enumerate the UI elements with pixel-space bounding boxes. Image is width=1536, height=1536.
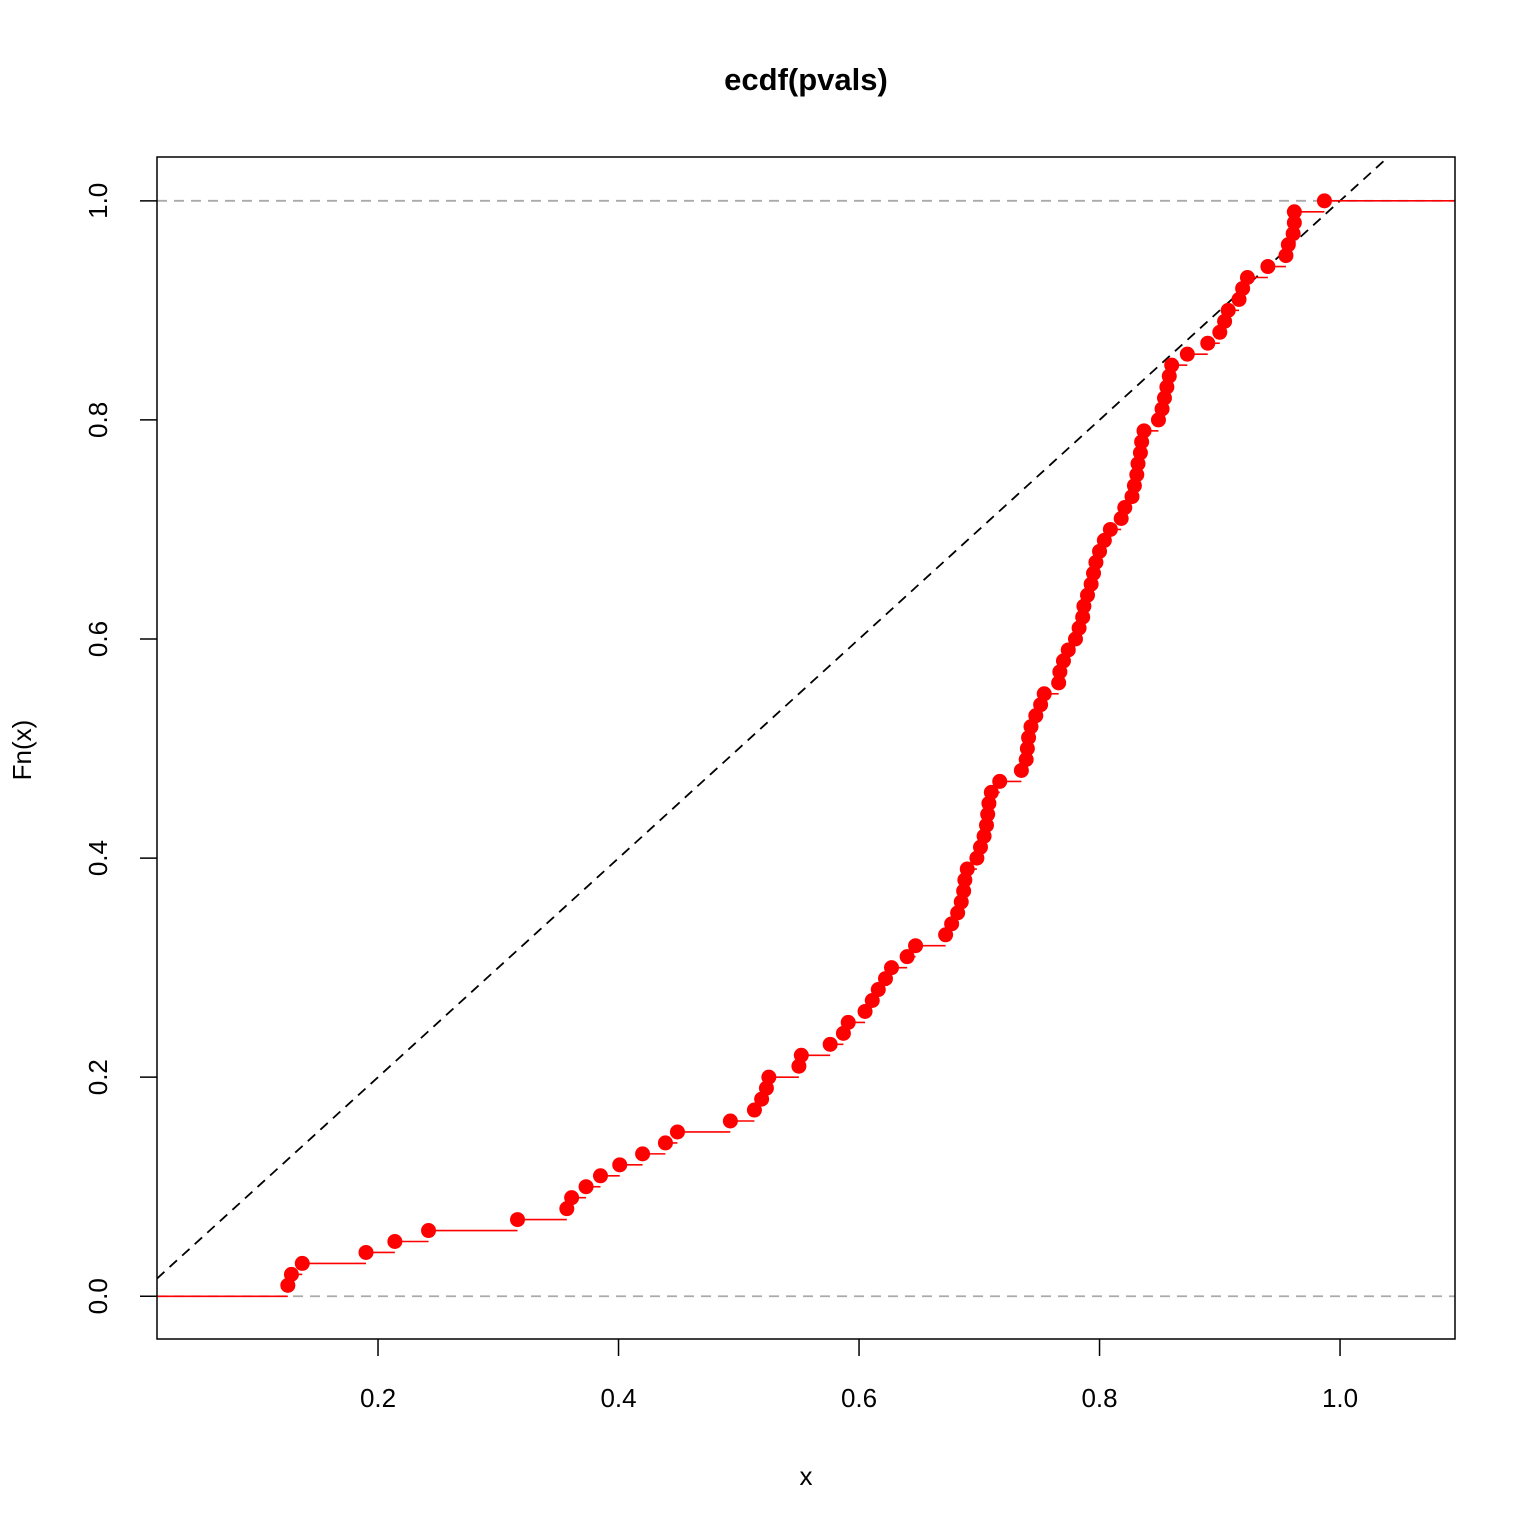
x-tick-label: 0.8 [1081,1383,1117,1413]
point [1075,609,1091,625]
point [635,1146,651,1162]
point [421,1223,437,1239]
chart-title: ecdf(pvals) [724,62,888,97]
point [1132,445,1148,461]
point [1102,521,1118,537]
x-axis-label: x [800,1461,813,1491]
point [840,1014,856,1030]
point [1239,270,1255,286]
x-tick-label: 1.0 [1322,1383,1358,1413]
point [1136,423,1152,439]
point [1051,675,1067,691]
point [864,993,880,1009]
point [722,1113,738,1129]
point [1179,346,1195,362]
point [283,1266,299,1282]
x-tick-label: 0.6 [841,1383,877,1413]
point [1129,467,1145,483]
point [959,861,975,877]
point [870,982,886,998]
point [1018,752,1034,768]
point [1019,741,1035,757]
point [956,883,972,899]
y-tick-label: 1.0 [83,183,113,219]
point [1060,642,1076,658]
x-tick-label: 0.4 [600,1383,636,1413]
point [1096,532,1112,548]
point [669,1124,685,1140]
point [657,1135,673,1151]
x-tick-label: 0.2 [360,1383,396,1413]
point [983,784,999,800]
point [578,1179,594,1195]
point [761,1069,777,1085]
point [358,1244,374,1260]
point [992,773,1008,789]
point [822,1036,838,1052]
point [1285,226,1301,242]
point [1200,335,1216,351]
point [387,1234,403,1250]
point [1316,193,1332,209]
y-tick-label: 0.0 [83,1278,113,1314]
point [1117,500,1133,516]
y-tick-label: 0.4 [83,840,113,876]
point [1220,302,1236,318]
plot-area [157,157,1455,1298]
y-tick-label: 0.8 [83,402,113,438]
y-tick-label: 0.6 [83,621,113,657]
point [1286,204,1302,220]
point [877,971,893,987]
point [899,949,915,965]
plot-frame [156,156,1456,1340]
point [980,806,996,822]
point [1286,215,1302,231]
point [793,1047,809,1063]
point [1036,686,1052,702]
y-tick-label: 0.2 [83,1059,113,1095]
point [1260,259,1276,275]
point [938,927,954,943]
point [908,938,924,954]
point [564,1190,580,1206]
point [978,817,994,833]
reference-diagonal [157,157,1390,1280]
y-axis-label: Fn(x) [7,720,37,781]
point [510,1212,526,1228]
point [857,1003,873,1019]
point [746,1102,762,1118]
point [1164,357,1180,373]
point [944,916,960,932]
point [294,1255,310,1271]
point [612,1157,628,1173]
point [883,960,899,976]
point [592,1168,608,1184]
